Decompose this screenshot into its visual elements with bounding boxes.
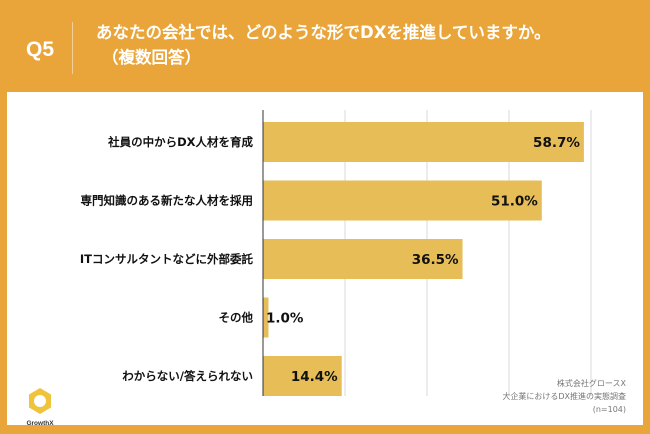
- source-note: 株式会社グロースX 大企業におけるDX推進の実態調査 (n=104): [502, 377, 626, 416]
- source-survey: 大企業におけるDX推進の実態調査: [502, 392, 626, 401]
- question-number: Q5: [26, 38, 55, 61]
- bar: [263, 239, 463, 279]
- title-line-1: あなたの会社では、どのような形でDXを推進していますか。: [96, 23, 551, 42]
- value-label: 1.0%: [266, 311, 304, 327]
- bar: [263, 180, 542, 221]
- category-label: その他: [219, 311, 254, 325]
- page-title: あなたの会社では、どのような形でDXを推進していますか。 （複数回答）: [96, 20, 641, 70]
- source-sample: (n=104): [592, 405, 626, 414]
- growthx-logo: GrowthX: [20, 386, 60, 427]
- header-divider: [72, 22, 73, 74]
- bar: [263, 356, 342, 396]
- bar: [263, 122, 584, 162]
- title-line-2: （複数回答）: [102, 48, 201, 67]
- value-label: 58.7%: [533, 135, 580, 151]
- source-company: 株式会社グロースX: [556, 379, 626, 388]
- value-label: 14.4%: [291, 369, 338, 385]
- logo-text: GrowthX: [26, 420, 54, 427]
- hexagon-logo-icon: [29, 388, 51, 414]
- category-label: ITコンサルタントなどに外部委託: [80, 252, 254, 266]
- category-label: 専門知識のある新たな人材を採用: [81, 194, 254, 208]
- category-label: 社員の中からDX人材を育成: [107, 135, 253, 149]
- value-label: 36.5%: [412, 252, 459, 268]
- value-label: 51.0%: [491, 194, 538, 210]
- category-label: わからない/答えられない: [122, 369, 253, 383]
- bar: [263, 297, 269, 338]
